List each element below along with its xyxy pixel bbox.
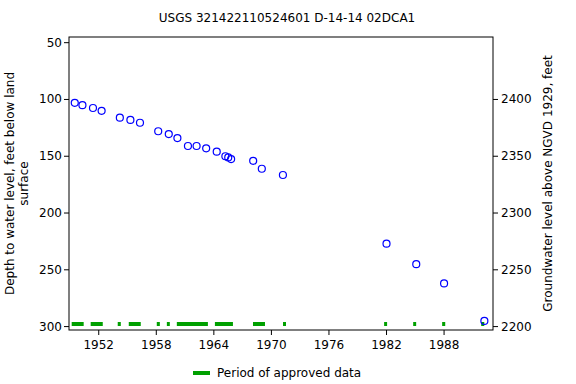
y2-tick-label: 2350 bbox=[501, 149, 532, 163]
data-point bbox=[213, 148, 220, 155]
approved-period bbox=[253, 322, 265, 326]
data-point bbox=[184, 143, 191, 150]
legend-label: Period of approved data bbox=[217, 366, 361, 380]
x-tick-label: 1976 bbox=[314, 338, 345, 352]
data-point bbox=[228, 156, 235, 163]
y-tick-label: 150 bbox=[39, 149, 62, 163]
x-tick-label: 1982 bbox=[371, 338, 402, 352]
data-point bbox=[203, 145, 210, 152]
data-point bbox=[383, 240, 390, 247]
x-tick bbox=[271, 330, 272, 335]
x-tick bbox=[386, 330, 387, 335]
y2-tick bbox=[493, 99, 498, 100]
approved-period bbox=[384, 322, 387, 326]
data-point bbox=[413, 261, 420, 268]
approved-period bbox=[215, 322, 233, 326]
y-tick-label: 50 bbox=[47, 36, 62, 50]
data-point bbox=[79, 102, 86, 109]
data-point bbox=[258, 165, 265, 172]
data-point bbox=[481, 317, 488, 324]
data-point bbox=[193, 143, 200, 150]
approved-period bbox=[72, 322, 84, 326]
y-tick bbox=[64, 269, 69, 270]
x-tick-label: 1964 bbox=[199, 338, 230, 352]
y-tick bbox=[64, 42, 69, 43]
x-tick-label: 1970 bbox=[256, 338, 287, 352]
data-point bbox=[174, 135, 181, 142]
approved-period bbox=[118, 322, 121, 326]
data-point bbox=[98, 107, 105, 114]
plot-frame bbox=[69, 37, 493, 330]
approved-period bbox=[129, 322, 141, 326]
y-tick-label: 100 bbox=[39, 92, 62, 106]
y-tick-label: 250 bbox=[39, 263, 62, 277]
x-tick-label: 1988 bbox=[429, 338, 460, 352]
approved-period bbox=[157, 322, 160, 326]
data-point bbox=[155, 128, 162, 135]
plot-area bbox=[71, 99, 488, 326]
y-tick bbox=[64, 99, 69, 100]
data-point bbox=[116, 114, 123, 121]
approved-period bbox=[283, 322, 286, 326]
approved-period bbox=[167, 322, 170, 326]
x-tick bbox=[213, 330, 214, 335]
title: USGS 321422110524601 D-14-14 02DCA1 bbox=[159, 11, 415, 25]
y2-axis-label: Groundwater level above NGVD 1929, feet bbox=[541, 55, 555, 312]
data-point bbox=[441, 280, 448, 287]
y2-tick-label: 2250 bbox=[501, 263, 532, 277]
approved-period bbox=[91, 322, 103, 326]
approved-period bbox=[177, 322, 208, 326]
y2-tick bbox=[493, 326, 498, 327]
y2-tick bbox=[493, 156, 498, 157]
y2-tick bbox=[493, 213, 498, 214]
y-axis-label: surface bbox=[17, 161, 31, 205]
data-point bbox=[89, 104, 96, 111]
y-axis-label: Depth to water level, feet below land bbox=[3, 72, 17, 295]
data-point bbox=[71, 99, 78, 106]
data-point bbox=[136, 119, 143, 126]
y2-tick bbox=[493, 269, 498, 270]
chart: USGS 321422110524601 D-14-14 02DCA1 1952 1… bbox=[0, 0, 576, 384]
y-tick bbox=[64, 326, 69, 327]
y2-tick-label: 2200 bbox=[501, 320, 532, 334]
y-tick-label: 300 bbox=[39, 320, 62, 334]
x-tick-label: 1958 bbox=[141, 338, 172, 352]
data-point bbox=[127, 116, 134, 123]
x-tick bbox=[328, 330, 329, 335]
x-tick bbox=[98, 330, 99, 335]
x-tick bbox=[156, 330, 157, 335]
x-tick bbox=[444, 330, 445, 335]
approved-period bbox=[442, 322, 445, 326]
y-tick bbox=[64, 156, 69, 157]
approved-period bbox=[413, 322, 416, 326]
y-tick bbox=[64, 213, 69, 214]
y2-tick-label: 2400 bbox=[501, 92, 532, 106]
legend-swatch bbox=[193, 371, 210, 375]
y2-tick-label: 2300 bbox=[501, 206, 532, 220]
data-point bbox=[279, 171, 286, 178]
x-tick-label: 1952 bbox=[83, 338, 114, 352]
data-point bbox=[250, 157, 257, 164]
data-point bbox=[165, 131, 172, 138]
y-tick-label: 200 bbox=[39, 206, 62, 220]
